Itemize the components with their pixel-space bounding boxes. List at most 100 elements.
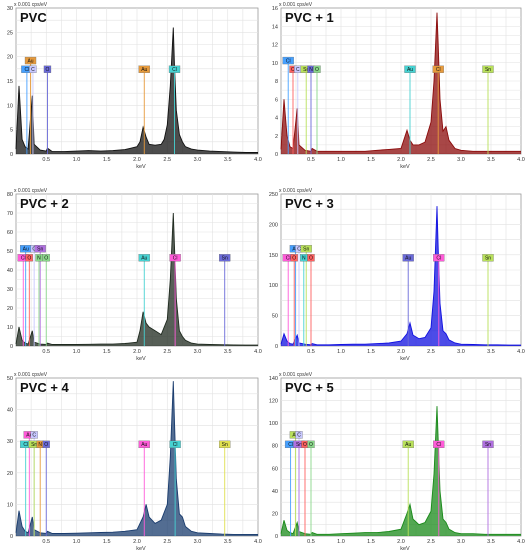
element-marker-box <box>43 65 52 73</box>
x-tick-label: 2.0 <box>133 349 141 355</box>
panel-title: PVC + 4 <box>20 380 70 395</box>
x-axis-label: keV <box>400 356 410 362</box>
element-marker-box <box>402 440 414 449</box>
element-marker-label: Sn <box>296 442 302 448</box>
element-marker-box <box>34 245 46 253</box>
unit-label: x 0.001 cps/eV <box>14 372 48 378</box>
y-tick-label: 10 <box>7 103 13 109</box>
y-tick-label: 50 <box>7 376 13 382</box>
element-marker-label: O <box>44 256 48 262</box>
y-tick-label: 250 <box>269 192 278 198</box>
x-tick-label: 1.0 <box>73 349 81 355</box>
y-tick-label: 0 <box>10 152 13 158</box>
element-marker-label: Cl <box>173 442 178 448</box>
element-marker-box <box>24 56 37 65</box>
x-tick-label: 2.0 <box>397 157 405 163</box>
element-marker-label: Sn <box>485 256 491 262</box>
y-tick-label: 8 <box>275 79 278 85</box>
x-tick-label: 4.0 <box>517 157 525 163</box>
y-tick-label: 25 <box>7 30 13 36</box>
element-marker-label: O <box>44 442 48 448</box>
x-tick-label: 2.5 <box>427 157 435 163</box>
chart-panel: 0 10 20 30 40 50 0.5 1.0 1.5 2.0 2.5 3.0 3.5 4.0 keV x … <box>7 372 262 550</box>
element-marker-box <box>307 254 315 262</box>
element-marker-label: C <box>296 67 300 73</box>
y-tick-label: 14 <box>272 24 278 30</box>
x-tick-label: 3.0 <box>194 349 202 355</box>
element-marker-box <box>482 440 494 449</box>
element-marker-box <box>42 254 50 262</box>
x-tick-label: 3.0 <box>457 349 465 355</box>
y-tick-label: 4 <box>275 116 278 122</box>
element-marker-box <box>35 254 43 262</box>
y-tick-label: 20 <box>7 306 13 312</box>
element-marker-label: Au <box>23 247 29 253</box>
element-marker-label: Sn <box>485 442 491 448</box>
element-marker-box <box>219 440 231 449</box>
chart-panel: 0 50 100 150 200 250 0.5 1.0 1.5 2.0 2.5 3.0 3.5 4.0 k… <box>269 188 525 362</box>
y-tick-label: 0 <box>275 344 278 350</box>
element-marker-label: Au <box>141 442 147 448</box>
y-tick-label: 15 <box>7 79 13 85</box>
x-tick-label: 4.0 <box>517 539 525 545</box>
x-axis-label: keV <box>136 546 146 550</box>
x-tick-label: 3.5 <box>224 539 232 545</box>
x-tick-label: 3.5 <box>224 157 232 163</box>
panel-title: PVC + 5 <box>285 380 334 395</box>
element-marker-label: Cl <box>25 67 30 73</box>
chart-panel: 0 10 20 30 40 50 60 70 80 0.5 1.0 1.5 2.0 2.5 3.0 3.5 4.… <box>7 188 262 362</box>
x-tick-label: 2.0 <box>397 349 405 355</box>
unit-label: x 0.001 cps/eV <box>279 188 313 194</box>
x-tick-label: 4.0 <box>517 349 525 355</box>
x-tick-label: 3.5 <box>224 349 232 355</box>
element-marker-label: N <box>302 256 306 262</box>
x-tick-label: 1.0 <box>73 539 81 545</box>
y-tick-label: 12 <box>272 43 278 49</box>
y-tick-label: 20 <box>7 471 13 477</box>
element-marker-box <box>29 65 37 73</box>
y-tick-label: 40 <box>7 268 13 274</box>
y-tick-label: 150 <box>269 253 278 259</box>
y-tick-label: 30 <box>7 6 13 12</box>
element-marker-box <box>433 440 445 449</box>
element-marker-box <box>30 431 38 439</box>
element-marker-box <box>138 440 150 449</box>
panel-title: PVC + 1 <box>285 10 334 25</box>
element-marker-label: N <box>37 256 41 262</box>
x-tick-label: 2.5 <box>427 349 435 355</box>
element-marker-label: C <box>31 67 35 73</box>
x-tick-label: 1.5 <box>367 349 375 355</box>
element-marker-box <box>169 440 181 449</box>
x-tick-label: 0.5 <box>307 157 315 163</box>
x-tick-label: 1.0 <box>73 157 81 163</box>
y-tick-label: 6 <box>275 97 278 103</box>
x-tick-label: 3.5 <box>487 349 495 355</box>
x-tick-label: 1.5 <box>103 157 111 163</box>
element-marker-label: Sn <box>303 67 309 73</box>
x-axis-label: keV <box>400 164 410 170</box>
x-axis-label: keV <box>136 356 146 362</box>
x-tick-label: 0.5 <box>42 539 50 545</box>
element-marker-label: Sn <box>222 442 228 448</box>
x-tick-label: 0.5 <box>307 349 315 355</box>
x-tick-label: 2.5 <box>427 539 435 545</box>
x-tick-label: 1.0 <box>337 349 345 355</box>
y-tick-label: 30 <box>7 439 13 445</box>
y-tick-label: 200 <box>269 222 278 228</box>
y-tick-label: 60 <box>272 466 278 472</box>
y-tick-label: 20 <box>7 55 13 61</box>
element-marker-label: Cl <box>436 256 441 262</box>
panel-title: PVC + 2 <box>20 196 69 211</box>
x-tick-label: 2.5 <box>163 157 171 163</box>
x-tick-label: 1.5 <box>367 539 375 545</box>
element-marker-box <box>307 440 315 449</box>
x-tick-label: 1.5 <box>103 539 111 545</box>
element-marker-label: Sn <box>37 247 43 253</box>
chart-panel: 0 2 4 6 8 10 12 14 16 0.5 1.0 1.5 2.0 2.5 3.0 3.5 4.0 keV… <box>272 2 525 170</box>
element-marker-label: C <box>32 247 36 253</box>
x-tick-label: 1.0 <box>337 157 345 163</box>
element-marker-label: Sn <box>485 67 491 73</box>
unit-label: x 0.001 cps/eV <box>279 2 313 8</box>
x-tick-label: 2.5 <box>163 349 171 355</box>
